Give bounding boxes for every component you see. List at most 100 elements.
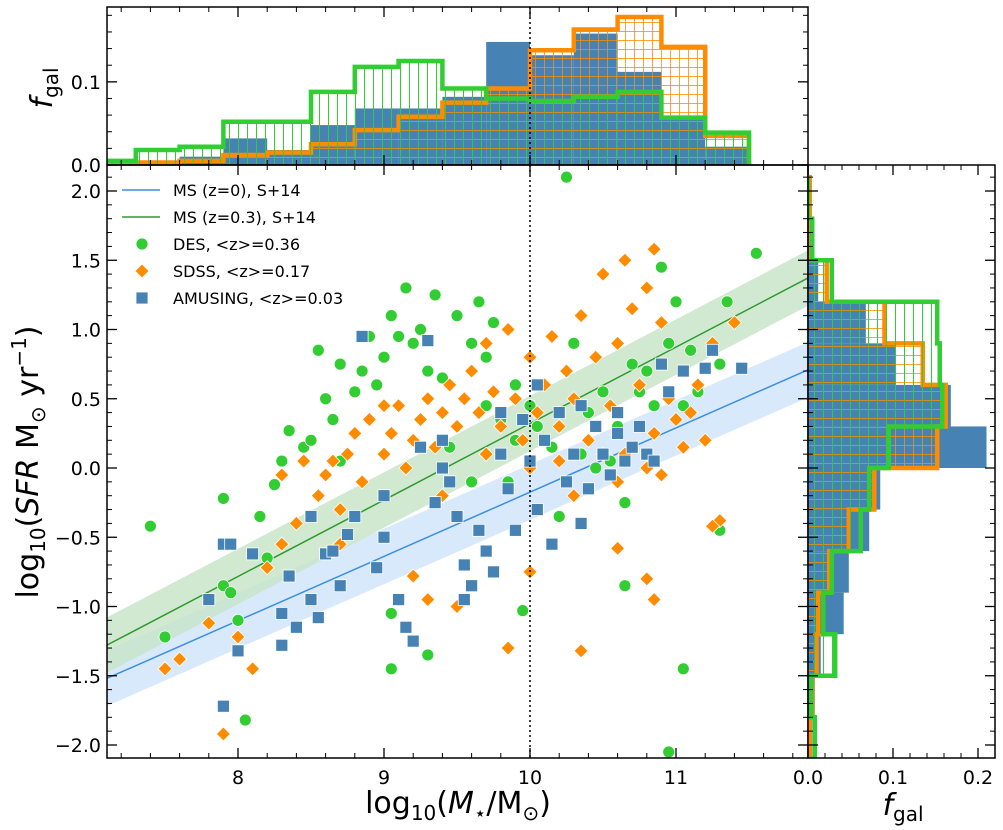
amusing-point-61: [706, 343, 719, 357]
des-point-15: [326, 413, 340, 426]
sdss-point-8: [288, 515, 304, 531]
sdss-point-24: [420, 391, 436, 407]
amusing-point-33: [487, 565, 500, 579]
amusing-point-44: [567, 447, 581, 461]
main-x-axis-label: log10(M⋆/M⊙): [365, 786, 551, 825]
amusing-point-0: [216, 699, 230, 713]
amusing-point-62: [457, 593, 471, 606]
amusing-point-48: [596, 447, 610, 461]
sdss-point-12: [325, 453, 341, 469]
legend-circle-swatch: [135, 237, 149, 251]
amusing-point-13: [326, 544, 340, 558]
des-point-64: [713, 357, 727, 371]
sdss-point-76: [566, 488, 582, 504]
ms-line-0: [107, 368, 808, 680]
legend-label: SDSS, <z>=0.17: [173, 262, 310, 281]
amusing-point-21: [399, 620, 413, 634]
des-point-12: [304, 433, 318, 447]
des-point-58: [662, 336, 676, 350]
amusing-point-15: [341, 528, 354, 541]
top-histogram-bars: [107, 14, 752, 165]
top-bar-des: [135, 150, 180, 165]
sdss-point-73: [420, 592, 436, 608]
legend-label: MS (z=0), S+14: [173, 181, 301, 200]
des-point-70: [465, 475, 479, 489]
sdss-point-14: [339, 446, 356, 462]
sdss-point-85: [617, 252, 633, 268]
top-axis-ticks: 0.0 0.1: [71, 7, 808, 177]
des-point-74: [479, 399, 493, 413]
right-hist-des: [808, 177, 945, 758]
main-y-tick-label: 1.0: [71, 320, 101, 342]
des-point-20: [370, 378, 384, 392]
amusing-point-20: [392, 593, 406, 606]
right-bar-des: [808, 468, 870, 510]
top-bar-des: [223, 121, 268, 165]
right-bar-des: [808, 343, 940, 385]
sdss-point-55: [646, 425, 662, 441]
main-y-tick-label: −2.0: [55, 735, 101, 757]
right-x-axis-label: fgal: [882, 788, 923, 826]
des-point-33: [450, 309, 464, 323]
des-point-18: [355, 364, 369, 378]
des-point-59: [669, 295, 683, 309]
des-point-68: [662, 745, 676, 758]
sdss-point-33: [485, 384, 502, 400]
amusing-point-1: [202, 593, 216, 606]
des-point-56: [647, 399, 661, 413]
sdss-point-54: [639, 280, 655, 296]
top-histogram-panel: 0.0 0.1 fgal: [25, 6, 809, 177]
sdss-point-81: [478, 446, 494, 462]
sdss-point-37: [515, 432, 531, 448]
sdss-point-28: [449, 418, 465, 435]
top-bar-des: [661, 117, 706, 165]
amusing-point-6: [275, 607, 289, 620]
des-point-41: [516, 604, 530, 618]
right-bar-des: [808, 634, 836, 676]
amusing-point-16: [348, 510, 362, 523]
amusing-point-58: [676, 364, 690, 378]
legend: MS (z=0), S+14 MS (z=0.3), S+14 DES, <z>=0…: [122, 181, 343, 308]
des-point-45: [552, 510, 566, 523]
amusing-point-39: [530, 503, 544, 516]
sdss-point-11: [318, 467, 334, 483]
legend-label: DES, <z>=0.36: [173, 235, 300, 254]
main-scatter-panel: 8 9 10 11 −2.0 −1.5 −1.0 −0.5 0.0 0.5 1.0 1.5 2.0 MS…: [7, 164, 809, 825]
sdss-point-4: [215, 726, 231, 742]
sdss-point-69: [610, 540, 626, 556]
des-point-32: [421, 648, 435, 662]
amusing-point-3: [224, 537, 238, 551]
amusing-point-17: [355, 330, 369, 343]
amusing-point-49: [603, 468, 617, 482]
sdss-point-21: [398, 460, 414, 476]
amusing-point-45: [574, 399, 588, 413]
top-bar-des: [617, 91, 662, 165]
des-point-16: [333, 357, 347, 371]
series-sdss: [157, 241, 742, 742]
amusing-point-32: [479, 544, 493, 558]
sdss-point-61: [690, 377, 706, 393]
sdss-point-19: [383, 425, 399, 441]
amusing-point-24: [421, 334, 435, 347]
right-bar-des: [808, 717, 815, 758]
sdss-point-78: [653, 467, 669, 483]
amusing-point-23: [414, 440, 427, 454]
amusing-point-67: [304, 510, 318, 523]
sdss-point-30: [464, 363, 480, 379]
amusing-point-36: [508, 523, 522, 537]
sdss-point-42: [551, 418, 567, 435]
sdss-point-26: [434, 405, 450, 421]
amusing-point-52: [625, 440, 639, 454]
amusing-point-11: [311, 611, 325, 624]
des-point-26: [414, 323, 427, 336]
des-point-1: [158, 630, 172, 644]
amusing-point-47: [589, 420, 603, 433]
sdss-point-7: [274, 536, 290, 552]
ms-line-1: [107, 277, 808, 646]
main-y-tick-label: −0.5: [55, 527, 101, 549]
des-point-31: [384, 662, 398, 676]
sdss-point-64: [726, 315, 742, 331]
right-x-tick-label: 0.1: [878, 767, 908, 789]
amusing-point-65: [435, 433, 449, 447]
